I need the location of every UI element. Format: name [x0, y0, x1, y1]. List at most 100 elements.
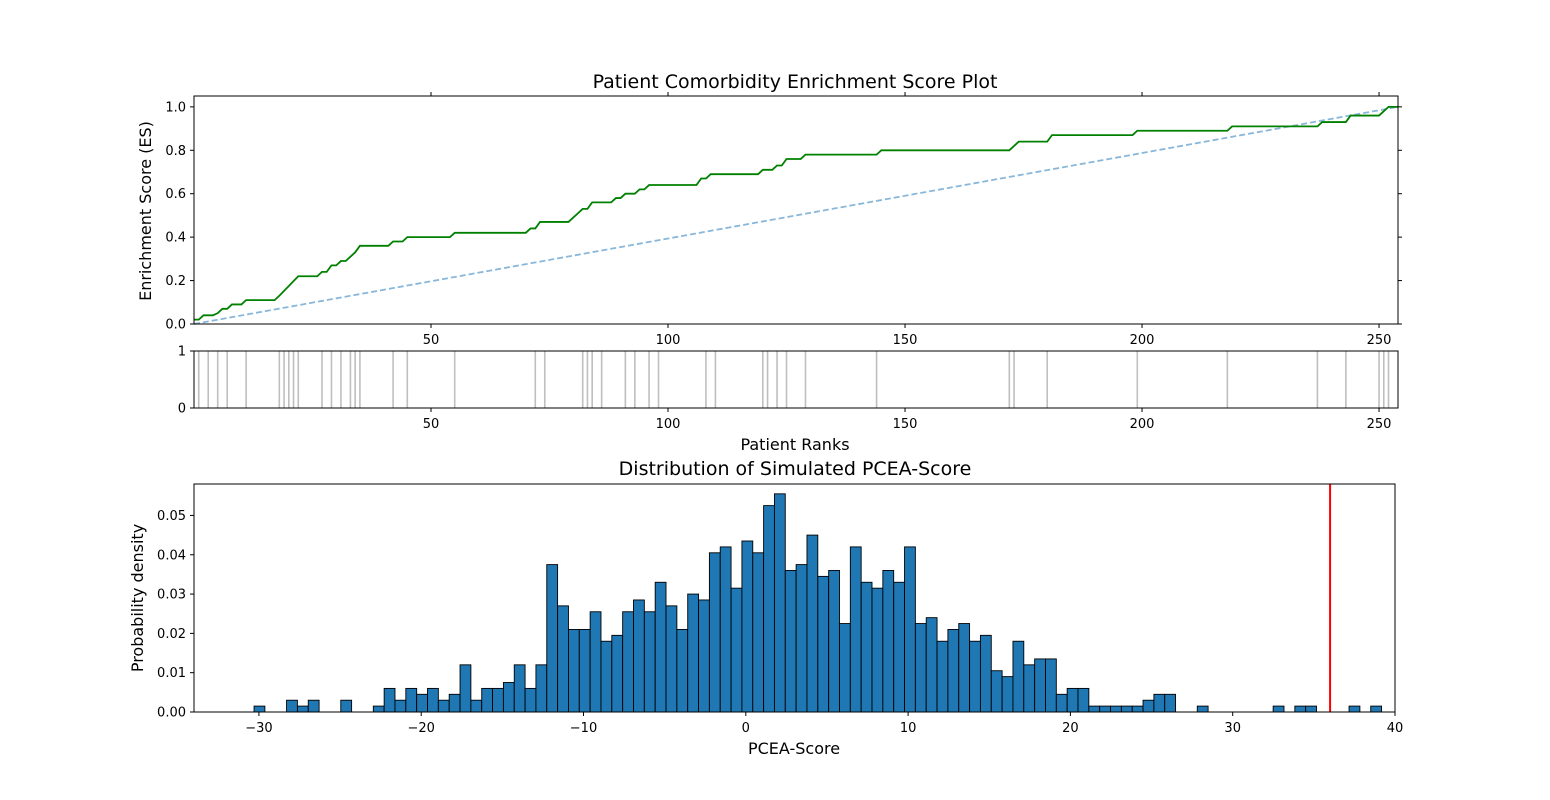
reference-diagonal-line: [193, 105, 1399, 325]
y-tick-label: 0.01: [157, 666, 186, 681]
histogram-bar: [568, 629, 580, 713]
histogram-bar: [427, 687, 439, 713]
enrichment-axes-frame: [193, 95, 1399, 325]
enrichment-y-axis-label: Enrichment Score (ES): [136, 121, 155, 301]
histogram-bar: [1023, 664, 1036, 713]
x-tick-label: 50: [423, 417, 440, 432]
histogram-bar: [1131, 705, 1144, 713]
histogram-bar: [947, 629, 960, 713]
enrichment-series-group: [193, 105, 1399, 325]
y-tick-label: 1.0: [165, 100, 186, 115]
histogram-bar: [882, 570, 895, 713]
histogram-bar: [1272, 705, 1285, 713]
histogram-bar: [1120, 705, 1133, 713]
histogram-bar: [763, 505, 775, 713]
histogram-bar: [698, 599, 710, 713]
y-tick-label: 0.0: [165, 318, 186, 333]
histogram-bar: [286, 699, 298, 713]
rug-x-axis-label: Patient Ranks: [740, 435, 849, 454]
histogram-bar: [828, 570, 840, 713]
histogram-bar: [752, 552, 765, 713]
histogram-bar: [481, 687, 494, 713]
x-tick-label: 20: [1062, 721, 1079, 736]
histogram-bar: [1045, 658, 1057, 713]
histogram-bar: [1196, 705, 1209, 713]
x-tick-label: 100: [656, 417, 681, 432]
x-tick-label: 50: [423, 333, 440, 348]
histogram-bar: [849, 546, 862, 713]
histogram-axes-frame: [193, 483, 1396, 713]
histogram-bar: [557, 605, 569, 713]
histogram-bar: [643, 611, 656, 713]
patient-rank-rug-panel: 50 100 150 200 250 0 1 Patient Ranks: [178, 345, 1399, 454]
histogram-bar: [513, 664, 526, 713]
histogram-bar: [372, 705, 385, 713]
histogram-bar: [1099, 705, 1111, 713]
histogram-bar: [470, 699, 483, 713]
histogram-bar: [416, 693, 428, 713]
histogram-title: Distribution of Simulated PCEA-Score: [619, 458, 972, 480]
histogram-bar: [893, 581, 905, 713]
histogram-bar: [633, 599, 645, 713]
y-tick-label: 0.8: [165, 144, 186, 159]
histogram-bar: [253, 705, 266, 713]
histogram-bar: [817, 575, 830, 713]
histogram-bar: [773, 493, 786, 713]
histogram-bar: [459, 664, 472, 713]
x-tick-label: 0: [742, 721, 750, 736]
x-tick-label: 200: [1130, 333, 1155, 348]
rug-ticks-group: 50 100 150 200 250 0 1: [178, 345, 1392, 433]
histogram-bar: [1012, 640, 1025, 713]
y-tick-label: 0.02: [157, 627, 186, 642]
histogram-bar: [958, 623, 971, 713]
histogram-bar: [535, 664, 548, 713]
histogram-bar: [1305, 705, 1317, 713]
histogram-bar: [1001, 676, 1014, 713]
histogram-bar: [611, 634, 624, 713]
histogram-bar: [502, 682, 515, 713]
histogram-bar: [600, 640, 613, 713]
x-tick-label: 30: [1224, 721, 1241, 736]
histogram-bar: [405, 687, 418, 713]
enrichment-score-panel: Patient Comorbidity Enrichment Score Plo…: [136, 71, 1402, 348]
histogram-bar: [524, 687, 537, 713]
x-tick-label: 250: [1367, 417, 1392, 432]
enrichment-ticks-group: 50 100 150 200 250 0.0 0.2 0.4 0.6 0.8 1.0: [165, 92, 1402, 348]
y-tick-label: 0.00: [157, 706, 186, 721]
histogram-bar: [1110, 705, 1122, 713]
y-tick-label: 0.6: [165, 187, 186, 202]
x-tick-label: 150: [893, 417, 918, 432]
histogram-bar: [394, 699, 407, 713]
histogram-bar: [708, 552, 721, 713]
histogram-bar: [719, 546, 732, 713]
rug-marks-group: [197, 351, 1390, 408]
histogram-bar: [839, 623, 851, 713]
histogram-bars-group: [253, 484, 1383, 713]
histogram-bar: [546, 564, 559, 713]
y-tick-label: 0.4: [165, 231, 186, 246]
histogram-bar: [741, 540, 754, 713]
histogram-bar: [383, 687, 396, 713]
histogram-bar: [340, 699, 353, 713]
histogram-bar: [784, 570, 797, 713]
histogram-bar: [437, 699, 450, 713]
histogram-bar: [1153, 693, 1166, 713]
histogram-bar: [1142, 699, 1155, 713]
histogram-bar: [730, 587, 743, 713]
histogram-bar: [1066, 687, 1079, 713]
histogram-bar: [795, 564, 808, 713]
histogram-bar: [990, 670, 1003, 713]
histogram-bar: [307, 699, 320, 713]
histogram-bar: [296, 705, 309, 713]
histogram-bar: [979, 634, 992, 713]
histogram-ticks-group: −30 −20 −10 0 10 20 30 40 0.00 0.01 0.02 0.03 0.04 0.…: [157, 509, 1403, 736]
histogram-bar: [1164, 693, 1177, 713]
histogram-bar: [589, 611, 602, 713]
histogram-y-axis-label: Probability density: [128, 524, 147, 672]
histogram-bar: [1294, 705, 1307, 713]
histogram-bar: [578, 629, 591, 713]
histogram-bar: [665, 605, 678, 713]
x-tick-label: 200: [1130, 417, 1155, 432]
histogram-bar: [1370, 705, 1383, 713]
